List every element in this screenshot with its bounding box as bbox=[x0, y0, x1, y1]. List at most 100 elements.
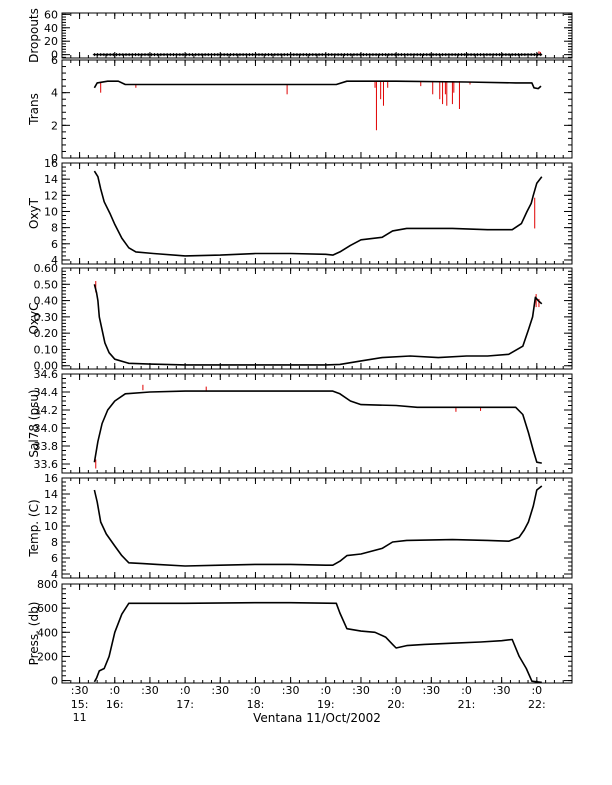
dropout-marker bbox=[428, 53, 432, 57]
dropout-marker bbox=[488, 53, 492, 57]
dropout-marker bbox=[409, 53, 413, 57]
dropout-marker bbox=[447, 53, 451, 57]
dropout-marker bbox=[203, 53, 207, 57]
dropout-marker bbox=[431, 53, 435, 57]
dropout-marker bbox=[184, 53, 188, 57]
dropout-marker bbox=[92, 53, 96, 57]
x-tick-day-label: 11 bbox=[73, 711, 87, 724]
dropout-marker bbox=[336, 53, 340, 57]
dropout-marker bbox=[298, 53, 302, 57]
dropout-marker bbox=[263, 53, 267, 57]
x-tick-hour-label: 18: bbox=[247, 698, 265, 711]
dropout-marker bbox=[143, 53, 147, 57]
dropout-marker bbox=[444, 53, 448, 57]
dropout-marker bbox=[422, 53, 426, 57]
panel-6: 4 6 8 10 12 14 16 Temp. (C) bbox=[27, 472, 573, 581]
dropout-marker bbox=[387, 53, 391, 57]
y-tick-label: 0.00 bbox=[34, 360, 59, 373]
panel-frame bbox=[61, 12, 573, 59]
dropout-marker bbox=[463, 53, 467, 57]
series-line bbox=[93, 485, 543, 567]
dropout-marker bbox=[418, 53, 422, 57]
y-tick-label: 8 bbox=[51, 222, 58, 235]
y-tick-label: 200 bbox=[37, 650, 58, 663]
dropout-marker bbox=[232, 53, 236, 57]
y-tick-label: 12 bbox=[44, 189, 58, 202]
panel-frame bbox=[61, 373, 573, 474]
dropout-marker bbox=[273, 53, 277, 57]
panel-frame bbox=[61, 267, 573, 370]
dropout-marker bbox=[323, 53, 327, 57]
panel-7: 0 200 400 600 800 Press. (db) bbox=[27, 578, 573, 688]
dropout-marker bbox=[441, 53, 445, 57]
dropout-marker bbox=[200, 53, 204, 57]
dropout-marker bbox=[187, 53, 191, 57]
y-tick-label: 0.10 bbox=[34, 343, 59, 356]
dropout-marker bbox=[127, 53, 131, 57]
dropout-marker bbox=[254, 53, 258, 57]
dropout-marker bbox=[346, 53, 350, 57]
dropout-marker bbox=[137, 53, 141, 57]
dropout-marker bbox=[466, 53, 470, 57]
dropout-marker bbox=[437, 53, 441, 57]
y-tick-label: 8 bbox=[51, 536, 58, 549]
dropout-marker bbox=[266, 53, 270, 57]
dropout-marker bbox=[146, 53, 150, 57]
x-tick-label: :30 bbox=[352, 684, 370, 697]
dropout-marker bbox=[358, 53, 362, 57]
dropout-marker bbox=[491, 53, 495, 57]
y-axis-label: Sal78 (psu) bbox=[27, 389, 41, 457]
dropout-marker bbox=[194, 53, 198, 57]
dropout-marker bbox=[165, 53, 169, 57]
y-tick-label: 12 bbox=[44, 504, 58, 517]
series-line bbox=[93, 170, 543, 257]
series-line bbox=[93, 390, 542, 464]
dropout-marker bbox=[450, 53, 454, 57]
y-tick-label: 400 bbox=[37, 626, 58, 639]
x-tick-label: :0 bbox=[461, 684, 472, 697]
x-tick-label: :30 bbox=[422, 684, 440, 697]
dropout-marker bbox=[222, 53, 226, 57]
dropout-marker bbox=[190, 53, 194, 57]
panel-3: 4 6 8 10 12 14 16 OxyT bbox=[27, 157, 573, 267]
dropout-marker bbox=[282, 53, 286, 57]
series-line bbox=[93, 80, 542, 90]
dropout-marker bbox=[365, 53, 369, 57]
x-tick-label: :0 bbox=[109, 684, 120, 697]
dropout-marker bbox=[396, 53, 400, 57]
dropout-marker bbox=[513, 53, 517, 57]
dropout-marker bbox=[162, 53, 166, 57]
y-tick-label: 33.6 bbox=[34, 458, 59, 471]
dropout-marker bbox=[289, 53, 293, 57]
dropout-marker bbox=[317, 53, 321, 57]
chart-panels: 0204060Dropouts0246Trans46810121416OxyT0… bbox=[27, 8, 573, 688]
dropout-marker bbox=[235, 53, 239, 57]
dropout-marker bbox=[168, 53, 172, 57]
y-axis-label: Dropouts bbox=[27, 8, 41, 63]
x-tick-hour-label: 19: bbox=[317, 698, 335, 711]
y-tick-label: 14 bbox=[44, 173, 58, 186]
x-tick-hour-label: 16: bbox=[106, 698, 124, 711]
x-tick-label: :0 bbox=[391, 684, 402, 697]
y-axis-label: Temp. (C) bbox=[27, 499, 41, 557]
y-tick-label: 0.60 bbox=[34, 262, 59, 275]
y-tick-label: 0.20 bbox=[34, 327, 59, 340]
dropout-marker bbox=[384, 53, 388, 57]
dropout-marker bbox=[494, 53, 498, 57]
x-tick-label: :0 bbox=[320, 684, 331, 697]
dropout-marker bbox=[501, 53, 505, 57]
dropout-marker bbox=[175, 53, 179, 57]
x-tick-label: :30 bbox=[141, 684, 159, 697]
dropout-marker bbox=[301, 53, 305, 57]
dropout-marker bbox=[213, 53, 217, 57]
dropout-marker bbox=[517, 53, 521, 57]
x-axis: :3015:11:016::30:017::30:018::30:019::30… bbox=[71, 684, 546, 724]
y-tick-label: 10 bbox=[44, 205, 58, 218]
dropout-marker bbox=[352, 53, 356, 57]
y-tick-label: 0.40 bbox=[34, 295, 59, 308]
y-tick-label: 0.50 bbox=[34, 278, 59, 291]
dropout-marker bbox=[99, 53, 103, 57]
dropout-marker bbox=[105, 53, 109, 57]
y-tick-label: 4 bbox=[51, 568, 58, 581]
dropout-marker bbox=[371, 53, 375, 57]
